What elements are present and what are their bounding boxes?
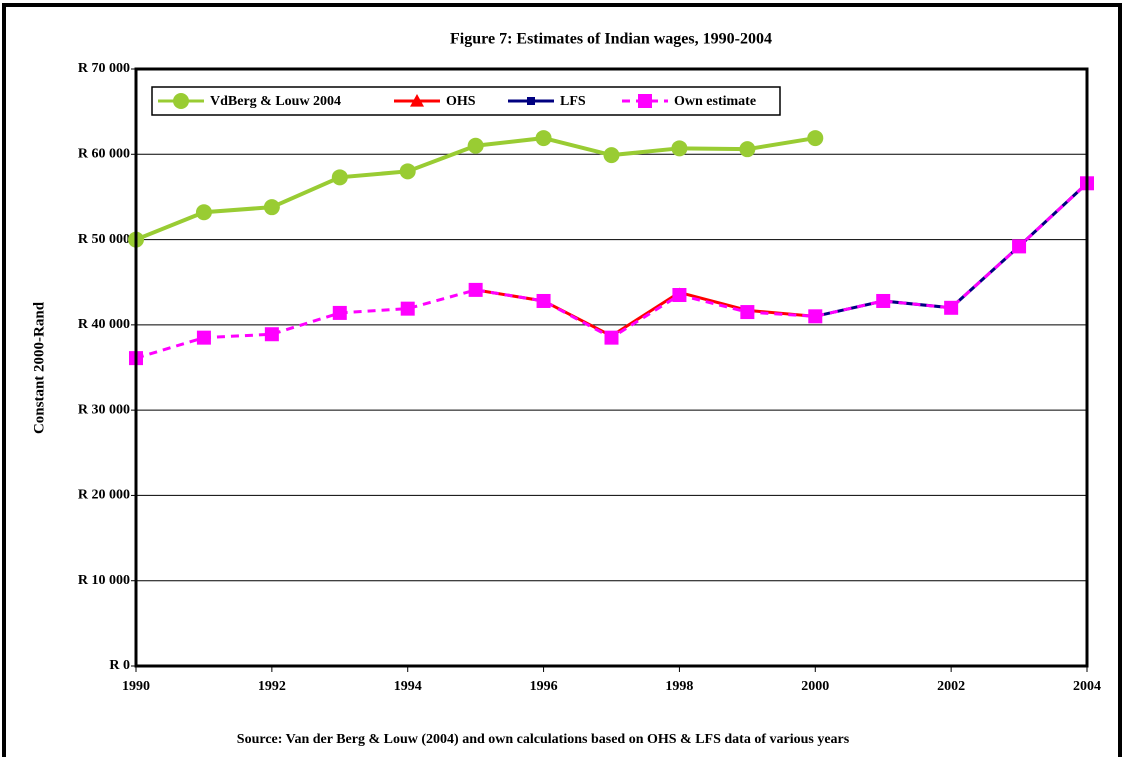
marker: [331, 169, 348, 186]
legend-marker: [527, 97, 535, 105]
x-tick-label: 1990: [122, 679, 150, 694]
legend-box: [151, 86, 781, 116]
y-tick-label: R 40 000: [78, 317, 130, 332]
y-tick-label: R 20 000: [78, 488, 130, 503]
marker: [876, 293, 891, 308]
plot-frame: [134, 67, 1089, 668]
marker: [672, 288, 687, 303]
marker: [604, 330, 619, 345]
marker: [740, 305, 755, 320]
marker: [807, 130, 824, 147]
marker: [400, 301, 415, 316]
marker: [195, 204, 212, 221]
marker: [332, 305, 347, 320]
x-tick-label: 2002: [937, 679, 965, 694]
x-tick-label: 1994: [394, 679, 422, 694]
frame: [2, 3, 1122, 757]
x-tick-label: 2000: [801, 679, 829, 694]
marker: [264, 327, 279, 342]
marker: [808, 309, 823, 324]
marker: [603, 147, 620, 164]
marker: [468, 282, 483, 297]
series-line: [814, 182, 1089, 318]
marker: [399, 163, 416, 180]
marker: [739, 141, 756, 158]
legend-label: OHS: [446, 94, 476, 109]
legend-marker: [410, 94, 424, 107]
x-tick-label: 1992: [258, 679, 286, 694]
y-tick-label: R 10 000: [78, 573, 130, 588]
marker: [535, 130, 552, 147]
marker: [944, 300, 959, 315]
chart-title: Figure 7: Estimates of Indian wages, 199…: [450, 31, 772, 48]
source-note: Source: Van der Berg & Louw (2004) and o…: [237, 732, 850, 747]
marker: [467, 137, 484, 154]
marker: [671, 140, 688, 157]
legend-label: LFS: [560, 94, 586, 109]
x-tick-label: 2004: [1073, 679, 1101, 694]
legend-label: VdBerg & Louw 2004: [210, 94, 341, 109]
y-axis-label: Constant 2000-Rand: [31, 301, 47, 434]
marker: [196, 330, 211, 345]
marker: [536, 293, 551, 308]
legend-marker: [638, 94, 652, 108]
y-tick-label: R 0: [109, 658, 130, 673]
y-tick-label: R 50 000: [78, 232, 130, 247]
marker: [1012, 239, 1027, 254]
y-tick-label: R 30 000: [78, 402, 130, 417]
legend-marker: [173, 93, 189, 109]
x-tick-label: 1996: [530, 679, 558, 694]
legend-label: Own estimate: [674, 94, 756, 109]
x-tick-label: 1998: [665, 679, 693, 694]
y-tick-label: R 60 000: [78, 147, 130, 162]
y-tick-label: R 70 000: [78, 61, 130, 76]
marker: [263, 199, 280, 216]
